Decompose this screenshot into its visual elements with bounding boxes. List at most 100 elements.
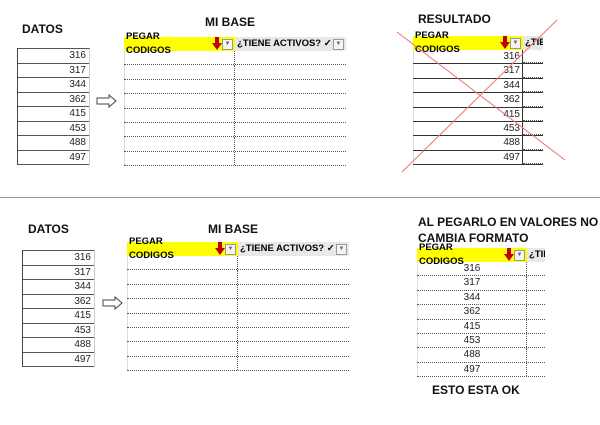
datos-cell[interactable]: 316 [23,251,94,266]
table-row [124,151,346,167]
header-label: PEGAR CODIGOS [126,31,171,56]
codigo-cell[interactable] [124,65,235,79]
activos-cell[interactable] [527,348,545,361]
datos-cell[interactable]: 317 [18,64,89,78]
filter-dropdown-button[interactable]: ▼ [514,249,525,261]
codigo-cell[interactable]: 453 [413,121,523,136]
activos-cell[interactable] [238,285,349,298]
table-row: 488 [413,136,543,151]
table-row: 497 [417,362,545,378]
activos-cell[interactable] [523,79,543,93]
codigo-cell[interactable] [127,356,238,371]
codigo-cell[interactable]: 362 [417,305,527,319]
datos-cell[interactable]: 317 [23,266,94,280]
activos-cell[interactable] [527,320,545,333]
codigo-cell[interactable]: 316 [413,50,523,64]
codigo-cell[interactable]: 415 [417,319,527,333]
codigo-cell[interactable] [124,122,235,137]
codigo-cell[interactable]: 497 [413,150,523,165]
filter-dropdown-button[interactable]: ▼ [225,243,236,255]
header-label: ¿TIE [529,249,545,260]
codigo-cell[interactable] [127,327,238,342]
codigo-cell[interactable]: 488 [417,348,527,362]
codigo-cell[interactable]: 344 [417,290,527,305]
activos-cell[interactable] [238,270,349,283]
activos-cell[interactable] [527,276,545,289]
activos-cell[interactable] [523,151,543,165]
table-row [127,270,349,285]
activos-cell[interactable] [527,363,545,376]
codigo-cell[interactable]: 344 [413,78,523,93]
activos-cell[interactable] [527,262,545,275]
datos-cell[interactable]: 415 [18,107,89,122]
codigo-cell[interactable] [124,51,235,65]
codigo-cell[interactable] [124,79,235,94]
header-pegar-codigos[interactable]: PEGAR CODIGOS ▼ [127,236,238,261]
codigo-cell[interactable] [124,151,235,166]
datos-cell[interactable]: 415 [23,309,94,324]
activos-cell[interactable] [527,305,545,318]
datos-cell[interactable]: 453 [23,324,94,338]
codigo-cell[interactable] [127,342,238,356]
codigo-cell[interactable]: 415 [413,107,523,121]
datos-cell[interactable]: 497 [23,353,94,367]
activos-cell[interactable] [523,93,543,107]
datos-cell[interactable]: 488 [18,136,89,151]
codigo-cell[interactable]: 317 [413,64,523,78]
datos-cell[interactable]: 497 [18,151,89,165]
base-table: PEGAR CODIGOS ▼ ¿TIENE ACTIVOS? ✓ ▼ [124,31,346,167]
header-pegar-codigos[interactable]: PEGAR CODIGOS ▼ [417,242,527,267]
datos-cell[interactable]: 344 [23,280,94,295]
filter-dropdown-button[interactable]: ▼ [222,38,233,50]
header-tiene-activos[interactable]: ¿TIE [527,248,545,262]
codigo-cell[interactable] [124,137,235,151]
table-header: PEGAR CODIGOS ▼ ¿TIENE ACTIVOS? ✓ ▼ [127,236,349,261]
codigo-cell[interactable]: 317 [417,276,527,290]
filter-dropdown-button[interactable]: ▼ [336,243,347,255]
activos-cell[interactable] [523,122,543,136]
activos-cell[interactable] [238,342,349,355]
datos-cell[interactable]: 362 [23,295,94,309]
codigo-cell[interactable] [127,284,238,299]
activos-cell[interactable] [238,314,349,327]
datos-cell[interactable]: 362 [18,93,89,107]
codigo-cell[interactable] [124,108,235,122]
activos-cell[interactable] [238,299,349,312]
header-label: ¿TIENE ACTIVOS? ✓ [237,38,332,49]
codigo-cell[interactable] [127,270,238,284]
codigo-cell[interactable] [127,299,238,313]
table-row: 362 [417,305,545,320]
table-row: 453 [417,333,545,349]
activos-cell[interactable] [523,50,543,64]
codigo-cell[interactable] [127,256,238,270]
filter-dropdown-button[interactable]: ▼ [510,37,521,49]
activos-cell[interactable] [238,256,349,269]
table-row [124,65,346,80]
codigo-cell[interactable] [124,94,235,108]
activos-cell[interactable] [523,64,543,78]
header-label: ¿TIENE ACTIVOS? ✓ [240,243,335,254]
codigo-cell[interactable]: 362 [413,93,523,107]
activos-cell[interactable] [527,291,545,304]
activos-cell[interactable] [238,328,349,341]
header-tiene-activos[interactable]: ¿TIENE ACTIVOS? ✓ ▼ [235,37,346,51]
activos-cell[interactable] [527,334,545,347]
datos-cell[interactable]: 488 [23,338,94,353]
codigo-cell[interactable]: 453 [417,333,527,348]
codigo-cell[interactable]: 488 [413,136,523,150]
codigo-cell[interactable]: 497 [417,362,527,377]
filter-dropdown-button[interactable]: ▼ [333,38,344,50]
header-pegar-codigos[interactable]: PEGAR CODIGOS ▼ [413,30,523,55]
codigo-cell[interactable]: 316 [417,262,527,276]
activos-cell[interactable] [523,108,543,121]
codigo-cell[interactable] [127,313,238,327]
datos-cell[interactable]: 453 [18,122,89,136]
header-tiene-activos[interactable]: ¿TIENE ACTIVOS? ✓ ▼ [238,242,349,256]
result-table: PEGAR CODIGOS ▼ ¿TIE316317344362415453488… [417,242,545,378]
header-pegar-codigos[interactable]: PEGAR CODIGOS ▼ [124,31,235,56]
datos-cell[interactable]: 316 [18,49,89,64]
activos-cell[interactable] [238,357,349,370]
activos-cell[interactable] [523,136,543,150]
header-label: PEGAR CODIGOS [419,242,464,267]
datos-cell[interactable]: 344 [18,78,89,93]
